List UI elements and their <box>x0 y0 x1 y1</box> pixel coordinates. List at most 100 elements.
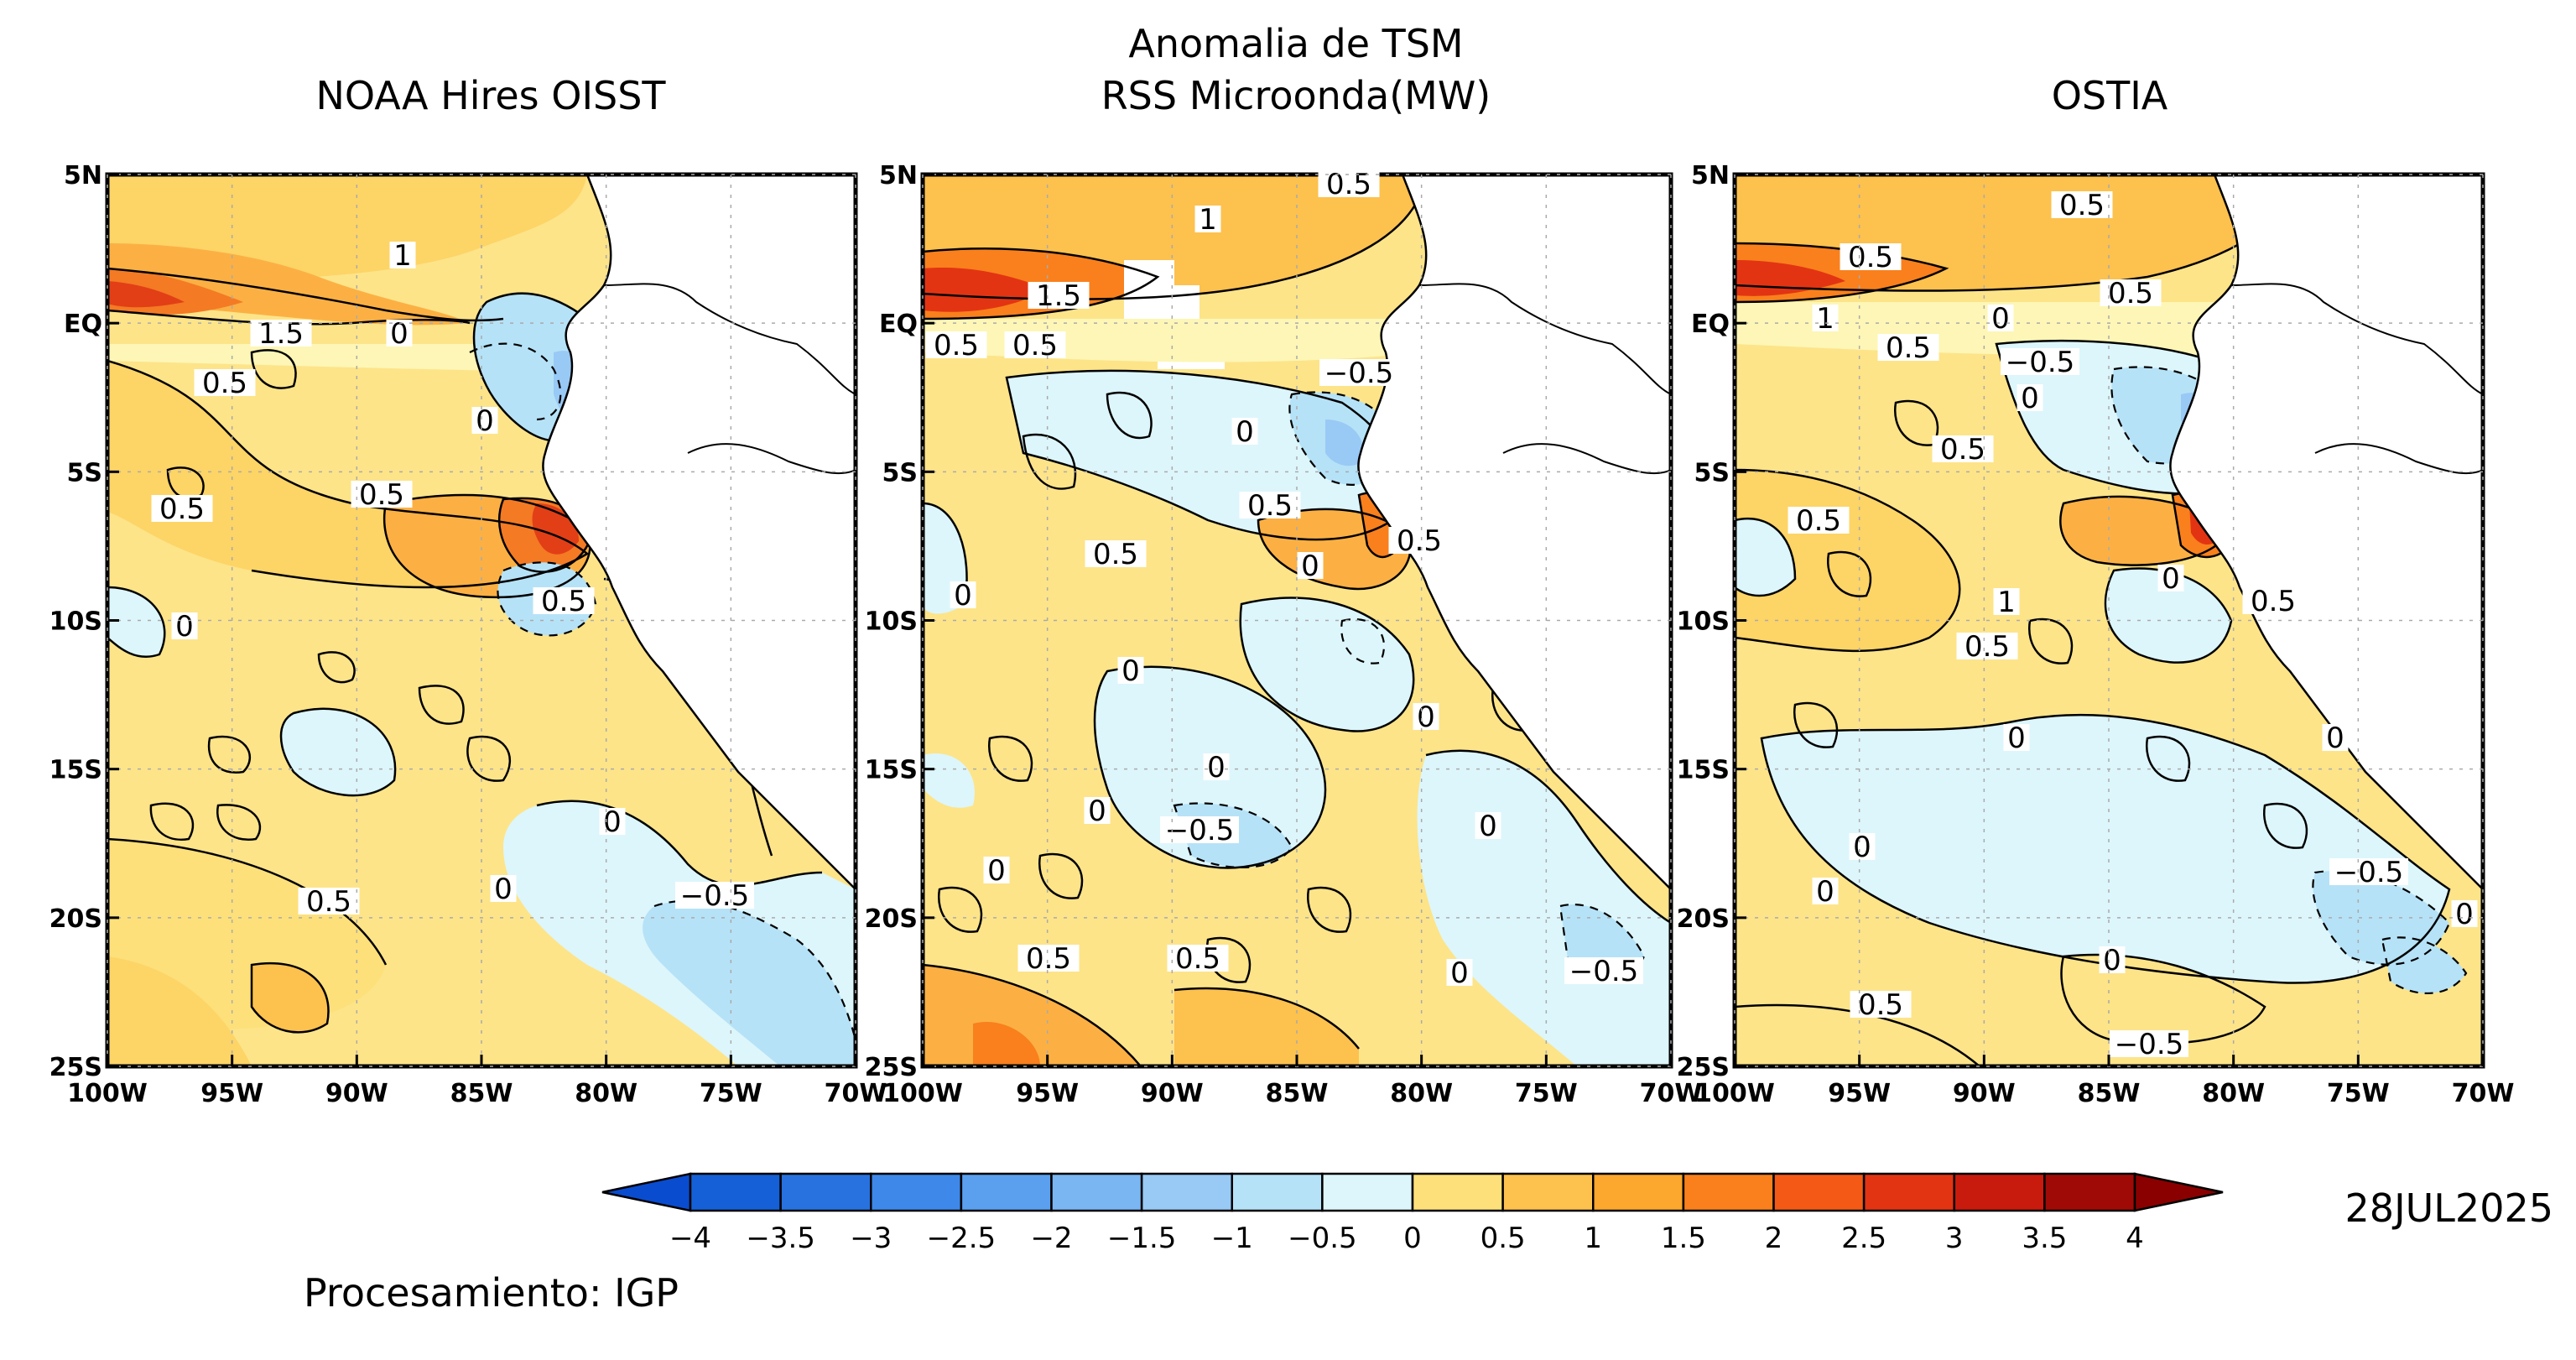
contour-label: 0.5 <box>1848 241 1893 274</box>
contour-label: 0 <box>175 610 194 644</box>
contour-label: 0.5 <box>1326 168 1371 201</box>
contour-label-bg <box>1446 959 1473 986</box>
colorbar-tick-label: 1.5 <box>1661 1222 1706 1255</box>
contour-label-bg <box>1231 418 1258 445</box>
lat-tick-label: EQ <box>879 310 918 339</box>
contour-label: 0 <box>987 854 1006 888</box>
panel-title-noaa: NOAA Hires OISST <box>315 73 666 118</box>
contour-label-bg <box>1812 878 1839 904</box>
contour-label: 0.5 <box>1886 331 1931 365</box>
contour-label: 0 <box>2326 722 2344 755</box>
colorbar-segment <box>1953 1172 2046 1212</box>
contour-label-bg <box>1564 957 1643 984</box>
contour-label: 0.5 <box>934 329 979 362</box>
colorbar-tick-label: 0.5 <box>1481 1222 1526 1255</box>
lat-tick-label: 5S <box>882 458 918 487</box>
map-panel-noaa: 1 1.5 0 0.5 0 0.5 0.5 0 0.5 0 0 −0.5 0.5 5N EQ 5S 10S 15… <box>49 161 887 1108</box>
colorbar-segment <box>1772 1172 1866 1212</box>
contour-label: 0.5 <box>541 585 586 618</box>
contour-label: −0.5 <box>2006 346 2075 379</box>
contour-label-bg <box>1987 305 2014 331</box>
contour-label-bg <box>1932 435 1994 462</box>
contour-label-bg <box>1812 305 1839 331</box>
contour-label: 0 <box>494 873 513 906</box>
lat-tick-label: 15S <box>1677 756 1730 785</box>
contour-label: 0 <box>2021 382 2039 415</box>
contour-label-bg <box>1160 816 1239 843</box>
processing-credit: Procesamiento: IGP <box>304 1270 679 1316</box>
colorbar-tick-label: 0 <box>1403 1222 1422 1255</box>
contour-label-bg <box>2017 384 2043 411</box>
colorbar-segment <box>689 1172 782 1212</box>
lon-tick-label: 100W <box>882 1079 963 1108</box>
land-south-america-noaa <box>542 175 856 891</box>
contour-label-bg <box>950 581 976 608</box>
contour-label-bg <box>2003 724 2030 751</box>
contour-label-bg <box>1117 657 1144 684</box>
contour-label-bg <box>1319 359 1398 386</box>
contour-label-bg <box>2110 1030 2188 1057</box>
contour-label-bg <box>151 495 213 522</box>
contour-label: 0 <box>954 579 972 612</box>
contour-label-bg <box>1028 282 1090 309</box>
contour-label-bg <box>2451 900 2478 927</box>
panel-title-ostia: OSTIA <box>2052 73 2168 118</box>
contour-label: 0 <box>603 805 622 839</box>
contour-label: 0 <box>1991 302 2010 336</box>
contour-label: −0.5 <box>1324 357 1394 390</box>
contour-label-bg <box>386 320 413 347</box>
contour-label-bg <box>1475 812 1501 839</box>
colorbar-segment <box>1501 1172 1595 1212</box>
contour-label-bg <box>533 587 595 614</box>
colorbar-segment <box>1682 1172 1775 1212</box>
lat-tick-label: 25S <box>865 1053 918 1082</box>
contour-label: 0.5 <box>1965 630 2010 664</box>
contour-label-bg <box>1017 945 1080 972</box>
colorbar-segment <box>1050 1172 1143 1212</box>
contour-label-bg <box>675 882 754 909</box>
lon-tick-label: 75W <box>700 1079 762 1108</box>
contour-label: 0 <box>2455 898 2474 931</box>
main-title: Anomalia de TSM <box>1128 21 1463 66</box>
map-panel-ostia: 0.50.50.51 00.5 −0.500.50.501 0.50.5000−0.5… <box>1677 161 2515 1108</box>
contour-label: 0 <box>1417 701 1435 734</box>
colorbar-tick-label: −2 <box>1030 1222 1072 1255</box>
lat-tick-label: 5S <box>1694 458 1730 487</box>
contour-label: −0.5 <box>2334 856 2404 889</box>
contour-label-bg <box>1850 991 1912 1018</box>
lon-tick-label: 90W <box>1953 1079 2016 1108</box>
lat-tick-label: 10S <box>865 607 918 637</box>
contour-label-bg <box>1194 206 1221 232</box>
lon-tick-label: 80W <box>1390 1079 1453 1108</box>
contour-label: −0.5 <box>1569 955 1639 988</box>
contour-label: 0.5 <box>1175 942 1220 976</box>
contour-label-bg <box>1877 334 1939 361</box>
lon-tick-label: 80W <box>575 1079 637 1108</box>
contour-label: 0.5 <box>1397 524 1442 558</box>
contour-label-bg <box>490 875 517 902</box>
contour-label: 0.5 <box>2251 585 2296 618</box>
contour-label-bg <box>194 369 256 396</box>
panel-title-rss: RSS Microonda(MW) <box>1101 73 1491 118</box>
contour-label: 0.5 <box>1940 433 1985 466</box>
contour-label: 0 <box>1207 751 1226 784</box>
colorbar-segment <box>1411 1172 1504 1212</box>
contour-label-bg <box>1239 492 1301 518</box>
contour-label-bg <box>2242 587 2304 614</box>
contour-label: 0.5 <box>159 492 205 526</box>
contour-label: 1.5 <box>1036 279 1081 313</box>
contour-label-bg <box>925 331 987 358</box>
contour-label-bg <box>2322 724 2349 751</box>
colorbar-tick-label: 4 <box>2126 1222 2144 1255</box>
contour-label: 0.5 <box>1247 489 1293 523</box>
lat-tick-label: 20S <box>865 904 918 934</box>
lat-tick-label: 20S <box>49 904 102 934</box>
contour-label: 0 <box>476 404 494 438</box>
contour-label: 0 <box>1301 550 1319 583</box>
lon-tick-label: 70W <box>1640 1079 1703 1108</box>
contour-label: 0.5 <box>1858 988 1903 1022</box>
